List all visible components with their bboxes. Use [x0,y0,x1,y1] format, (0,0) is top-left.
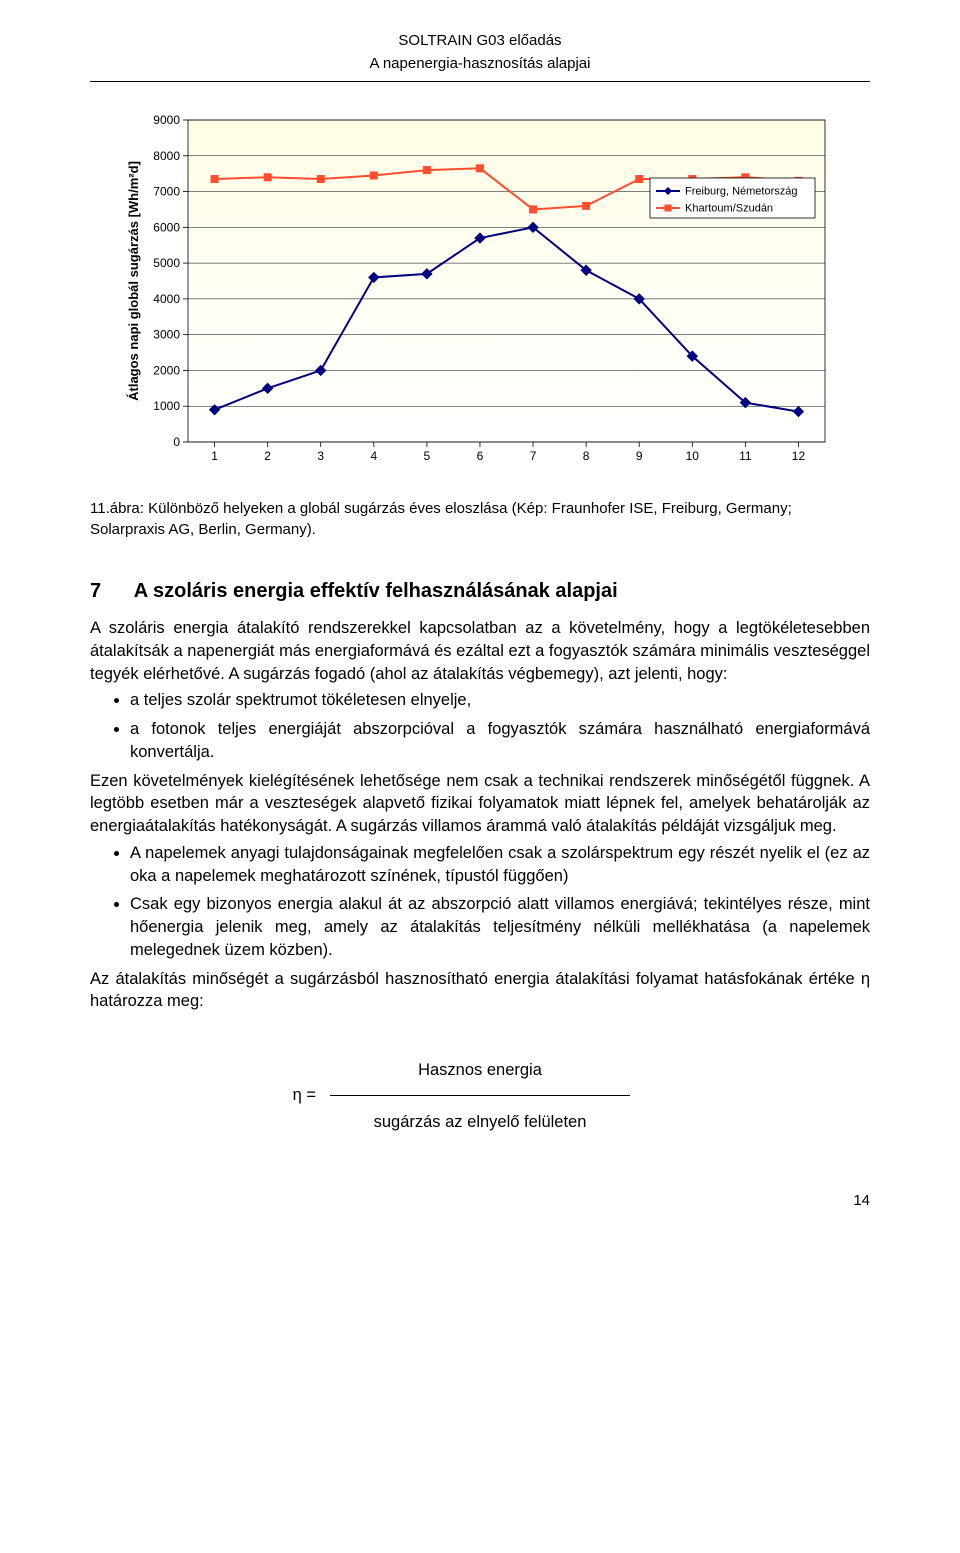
section-title: A szoláris energia effektív felhasználás… [134,580,618,602]
page-number: 14 [90,1192,870,1209]
svg-text:Freiburg, Németország: Freiburg, Németország [685,186,798,198]
svg-text:2000: 2000 [153,363,180,377]
svg-text:7000: 7000 [153,185,180,199]
bullet-1b: a fotonok teljes energiáját abszorpcióva… [130,718,870,764]
formula-eta: η = [106,1086,316,1105]
svg-text:10: 10 [686,449,700,463]
header-line-2: A napenergia-hasznosítás alapjai [90,53,870,76]
bullet-2a: A napelemek anyagi tulajdonságainak megf… [130,842,870,888]
doc-header: SOLTRAIN G03 előadás A napenergia-haszno… [90,30,870,75]
svg-text:0: 0 [173,435,180,449]
svg-text:8000: 8000 [153,149,180,163]
svg-text:1000: 1000 [153,399,180,413]
formula-numerator: Hasznos energia [90,1061,870,1080]
svg-text:5: 5 [424,449,431,463]
svg-text:7: 7 [530,449,537,463]
svg-text:Átlagos napi globál sugárzás [: Átlagos napi globál sugárzás [Wh/m²d] [126,161,141,401]
page: SOLTRAIN G03 előadás A napenergia-haszno… [0,0,960,1239]
header-line-1: SOLTRAIN G03 előadás [90,30,870,53]
svg-text:4000: 4000 [153,292,180,306]
svg-text:1: 1 [211,449,218,463]
radiation-chart: 0100020003000400050006000700080009000123… [120,110,840,470]
svg-text:3000: 3000 [153,328,180,342]
svg-text:8: 8 [583,449,590,463]
bullet-1a: a teljes szolár spektrumot tökéletesen e… [130,689,870,712]
chart-svg: 0100020003000400050006000700080009000123… [120,110,840,470]
svg-text:11: 11 [739,449,752,463]
paragraph-1: A szoláris energia átalakító rendszerekk… [90,617,870,685]
section-number: 7 [90,580,101,602]
formula-row: η = [90,1086,870,1105]
formula: Hasznos energia η = sugárzás az elnyelő … [90,1061,870,1132]
svg-text:4: 4 [370,449,377,463]
paragraph-2: Ezen követelmények kielégítésének lehető… [90,770,870,838]
fraction-line [330,1095,630,1096]
svg-text:3: 3 [317,449,324,463]
paragraph-3: Az átalakítás minőségét a sugárzásból ha… [90,968,870,1014]
svg-text:9: 9 [636,449,643,463]
svg-text:2: 2 [264,449,271,463]
bullet-list-2: A napelemek anyagi tulajdonságainak megf… [90,842,870,962]
header-rule [90,81,870,82]
bullet-list-1: a teljes szolár spektrumot tökéletesen e… [90,689,870,763]
svg-text:6: 6 [477,449,484,463]
bullet-2b: Csak egy bizonyos energia alakul át az a… [130,893,870,961]
svg-text:5000: 5000 [153,256,180,270]
svg-text:6000: 6000 [153,220,180,234]
formula-denominator: sugárzás az elnyelő felületen [90,1113,870,1132]
figure-caption: 11.ábra: Különböző helyeken a globál sug… [90,498,870,540]
section-heading: 7 A szoláris energia effektív felhasznál… [90,580,870,603]
svg-text:12: 12 [792,449,806,463]
svg-text:Khartoum/Szudán: Khartoum/Szudán [685,203,773,215]
svg-text:9000: 9000 [153,113,180,127]
